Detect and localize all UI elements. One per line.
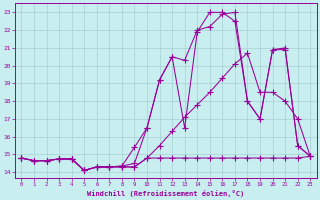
X-axis label: Windchill (Refroidissement éolien,°C): Windchill (Refroidissement éolien,°C) bbox=[87, 190, 244, 197]
